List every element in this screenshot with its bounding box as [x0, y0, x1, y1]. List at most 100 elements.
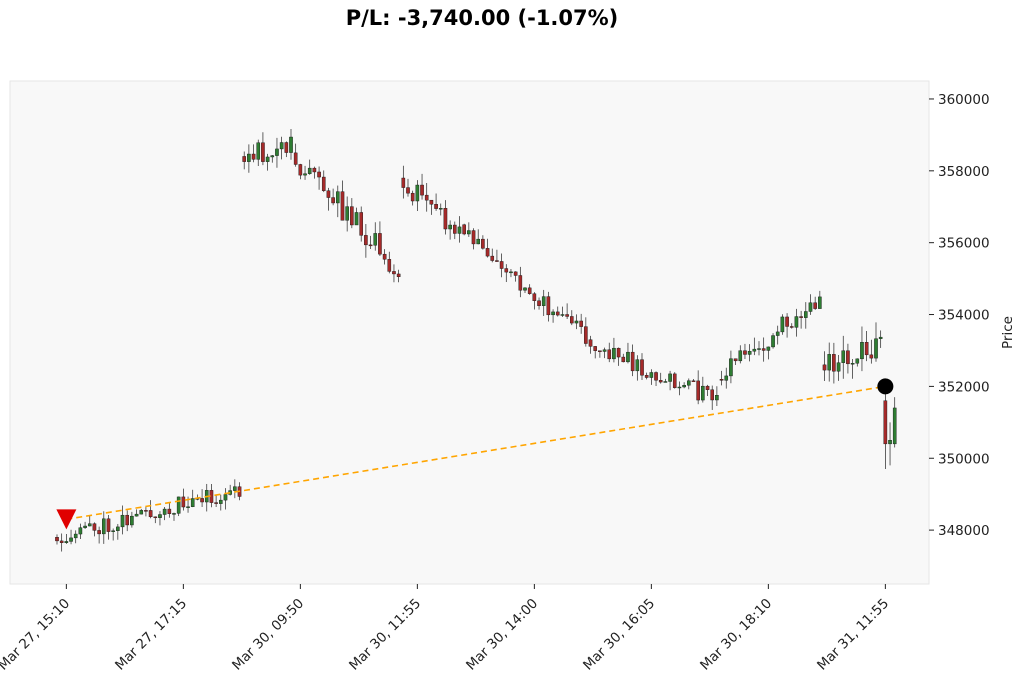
candle: [354, 207, 359, 226]
candle: [785, 313, 789, 338]
candle-body-up: [635, 359, 640, 372]
candle-body-down: [106, 518, 111, 532]
candle: [799, 310, 803, 329]
candle: [607, 342, 612, 363]
candle: [813, 296, 817, 310]
candle-body-down: [813, 302, 817, 309]
candle: [485, 238, 490, 258]
candle: [438, 203, 443, 216]
candle-body-down: [570, 316, 574, 324]
candle: [640, 353, 644, 381]
candle-body-up: [687, 380, 691, 386]
candle-body-up: [892, 407, 897, 445]
candle-body-up: [336, 191, 340, 204]
candle-body-down: [406, 187, 410, 194]
candle-body-up: [438, 208, 443, 210]
candle: [584, 317, 588, 347]
candle: [532, 292, 537, 310]
candle: [883, 382, 888, 470]
candle: [729, 350, 733, 384]
candle: [256, 139, 261, 166]
candle-body-up: [766, 346, 771, 351]
candle-body-up: [256, 142, 261, 160]
candle: [83, 521, 87, 529]
candle-body-down: [92, 523, 97, 531]
candle: [523, 287, 527, 293]
candle: [682, 382, 686, 389]
candle: [448, 220, 452, 240]
candle-body-down: [293, 152, 298, 165]
candle-body-up: [663, 381, 668, 383]
candle: [874, 322, 878, 362]
candle-body-down: [630, 351, 635, 372]
candle: [672, 372, 677, 389]
candle-body-up: [307, 167, 312, 174]
y-tick-label: 358000: [938, 164, 990, 180]
candle: [579, 313, 583, 334]
candle: [630, 344, 635, 377]
x-axis: Mar 27, 15:10 Mar 27, 17:15 Mar 30, 09:50 M…: [0, 584, 892, 674]
candle: [518, 266, 523, 298]
candle-body-up: [729, 358, 733, 377]
candle-body-up: [523, 287, 527, 291]
candle: [73, 530, 78, 544]
candle: [275, 137, 279, 168]
candle: [279, 136, 284, 160]
candle-body-up: [83, 525, 87, 528]
candle-body-up: [808, 302, 813, 312]
candle-body-up: [888, 440, 892, 445]
candle-body-up: [841, 350, 846, 363]
candle: [846, 343, 850, 374]
candle-body-up: [354, 212, 359, 226]
candle-body-up: [158, 514, 162, 518]
candle-body-up: [448, 224, 452, 230]
candle: [471, 228, 476, 250]
candle: [644, 372, 649, 380]
candle: [116, 523, 120, 540]
candle-body-down: [822, 364, 827, 371]
candle: [602, 347, 607, 359]
candle-body-down: [485, 248, 490, 257]
candle: [527, 284, 532, 295]
candle-body-down: [261, 142, 265, 162]
candle: [771, 333, 775, 349]
candle: [78, 523, 83, 539]
candle: [574, 314, 579, 330]
candle-body-down: [593, 346, 597, 351]
x-tick-label: Mar 27, 15:10: [0, 596, 73, 674]
candle: [658, 372, 663, 384]
candle: [429, 199, 434, 215]
candle: [832, 342, 836, 384]
candle-body-down: [59, 540, 64, 543]
candle: [504, 264, 509, 283]
candle: [593, 345, 597, 359]
candle: [794, 308, 799, 337]
candle-body-down: [364, 235, 368, 246]
x-tick-label: Mar 30, 09:50: [229, 596, 307, 674]
candle-body-up: [172, 513, 176, 515]
candle: [743, 343, 747, 359]
candle-body-up: [780, 316, 785, 333]
candle: [616, 347, 621, 366]
candle-body-down: [710, 389, 714, 401]
candle-body-up: [87, 523, 92, 527]
candle: [766, 346, 771, 360]
candle-body-up: [279, 142, 284, 150]
candle: [144, 506, 148, 517]
candle-body-up: [602, 349, 607, 352]
candle-body-down: [378, 233, 382, 255]
candle-body-down: [846, 350, 850, 365]
candle: [626, 342, 630, 364]
candle-body-up: [560, 314, 565, 316]
candle: [827, 342, 831, 382]
candle-body-up: [574, 320, 579, 324]
chart-title: P/L: -3,740.00 (-1.07%): [345, 6, 619, 30]
candle-body-up: [265, 156, 270, 162]
candle: [307, 159, 312, 175]
candle-body-down: [527, 287, 532, 294]
candle: [373, 222, 378, 251]
candle-body-up: [850, 362, 855, 365]
x-tick-label: Mar 31, 11:55: [814, 596, 892, 674]
candle-body-down: [424, 194, 429, 201]
candle: [387, 251, 392, 274]
